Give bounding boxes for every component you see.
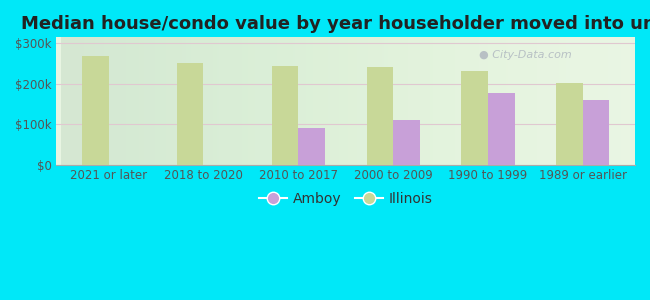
Bar (367, 67, 393, 165)
Bar (82, 56, 109, 165)
Bar (272, 67, 298, 165)
Bar (177, 63, 203, 165)
Bar (488, 93, 515, 165)
Text: ● City-Data.com: ● City-Data.com (479, 50, 571, 60)
Bar (298, 128, 325, 165)
Bar (556, 83, 583, 165)
Legend: Amboy, Illinois: Amboy, Illinois (254, 187, 438, 211)
Bar (583, 100, 610, 165)
Title: Median house/condo value by year householder moved into unit: Median house/condo value by year househo… (21, 15, 650, 33)
Bar (462, 70, 488, 165)
Bar (393, 120, 420, 165)
